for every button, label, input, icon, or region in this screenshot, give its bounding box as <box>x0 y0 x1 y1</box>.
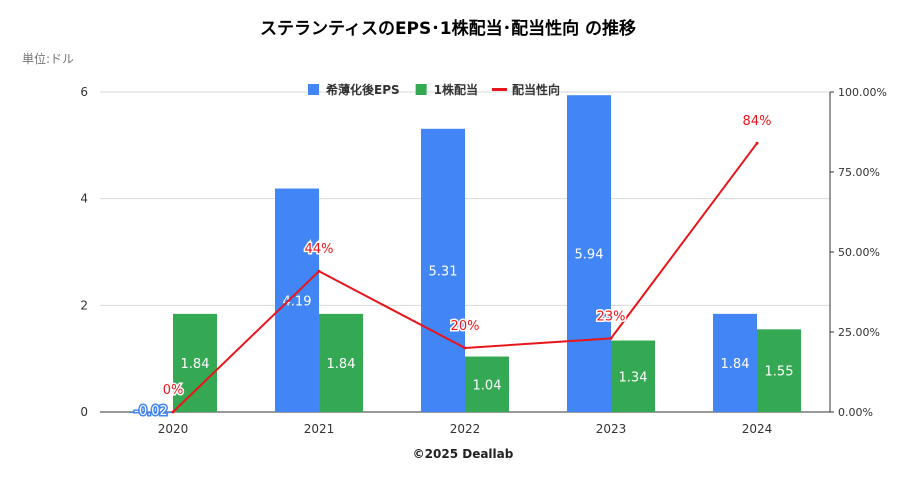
dividend-value-label: 1.04 <box>473 378 502 393</box>
left-tick-label: 4 <box>80 192 88 206</box>
payout-ratio-labels: 0% 44% 20% 23% 84% <box>161 113 773 400</box>
legend-swatch <box>308 84 319 95</box>
payout-ratio-point <box>463 346 467 350</box>
payout-ratio-value-label: 84% <box>743 114 772 129</box>
left-tick-label: 2 <box>80 298 88 312</box>
eps-bar <box>567 95 611 412</box>
dividend-bar <box>173 313 217 412</box>
right-tick-label: 25.00% <box>838 326 880 339</box>
x-axis: 2020 2021 2022 2023 2024 <box>158 422 773 436</box>
payout-ratio-value-label: 0% <box>163 383 184 398</box>
legend-swatch <box>415 84 427 95</box>
eps-value-label: 5.94 <box>575 248 604 263</box>
x-tick-label: 2022 <box>450 422 481 436</box>
eps-value-label: 5.31 <box>429 264 458 279</box>
x-tick-label: 2024 <box>742 422 773 436</box>
legend-line-swatch <box>492 88 507 91</box>
eps-value-label: 1.84 <box>721 357 750 372</box>
unit-label: 単位:ドル <box>22 51 74 66</box>
dividend-bar <box>319 313 363 412</box>
eps-bar <box>713 313 757 412</box>
legend-label: 希薄化後EPS <box>325 82 400 97</box>
x-tick-label: 2020 <box>158 422 189 436</box>
payout-ratio-point <box>171 410 175 414</box>
chart-title: ステランティスのEPS･1株配当･配当性向 の推移 <box>260 18 636 39</box>
payout-ratio-point <box>755 141 759 145</box>
dividend-bar <box>757 329 801 412</box>
dividend-bar <box>611 340 655 412</box>
dividend-value-label: 1.34 <box>619 370 648 385</box>
bar-data-labels: -0.021.844.191.845.311.045.941.341.841.5… <box>133 248 794 421</box>
legend-label: 配当性向 <box>512 82 560 97</box>
right-tick-label: 0.00% <box>838 406 873 419</box>
payout-ratio-value-label: 23% <box>597 309 626 324</box>
left-tick-label: 0 <box>80 405 88 419</box>
bar-series <box>129 95 801 414</box>
right-tick-label: 50.00% <box>838 246 880 259</box>
payout-ratio-point <box>609 336 613 340</box>
eps-bar <box>275 188 319 412</box>
right-axis: 0.00% 25.00% 50.00% 75.00% 100.00% <box>829 86 887 419</box>
right-tick-label: 100.00% <box>838 86 887 99</box>
payout-ratio-point <box>317 269 321 273</box>
dividend-value-label: 1.84 <box>327 357 356 372</box>
left-axis: 0 2 4 6 <box>80 85 88 419</box>
payout-ratio-value-label: 44% <box>305 242 334 257</box>
credit-text: ©2025 Deallab <box>413 447 514 461</box>
left-tick-label: 6 <box>80 85 88 99</box>
eps-bar <box>421 128 465 413</box>
eps-value-label: -0.02 <box>134 404 168 419</box>
legend-label: 1株配当 <box>434 82 478 97</box>
legend: 希薄化後EPS 1株配当 配当性向 <box>308 82 560 97</box>
right-tick-label: 75.00% <box>838 166 880 179</box>
dividend-value-label: 1.84 <box>181 357 210 372</box>
dividend-bar <box>465 356 509 412</box>
x-tick-label: 2023 <box>596 422 627 436</box>
eps-bar <box>129 412 173 414</box>
payout-ratio-line <box>171 141 759 414</box>
dividend-value-label: 1.55 <box>765 365 794 380</box>
payout-ratio-value-label: 20% <box>451 319 480 334</box>
x-tick-label: 2021 <box>304 422 335 436</box>
